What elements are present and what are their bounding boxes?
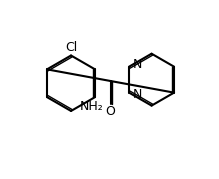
Text: N: N [132,58,142,71]
Text: N: N [132,88,142,101]
Text: NH₂: NH₂ [79,100,103,113]
Text: Cl: Cl [65,41,77,54]
Text: O: O [106,105,115,118]
